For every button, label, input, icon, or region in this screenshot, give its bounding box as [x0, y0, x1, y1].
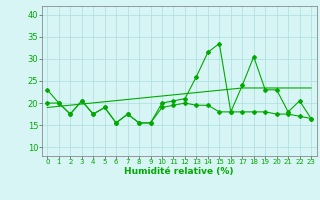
X-axis label: Humidité relative (%): Humidité relative (%) [124, 167, 234, 176]
